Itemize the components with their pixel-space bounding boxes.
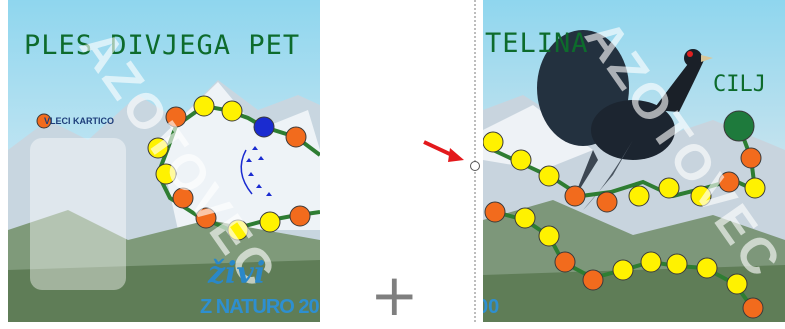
board-space-yellow <box>640 251 662 273</box>
board-space-orange <box>718 171 740 193</box>
board-space-yellow <box>483 131 504 153</box>
snow-peak <box>158 82 320 230</box>
right-board-panel[interactable]: TELINA CILJ AZOTOVEC 00 <box>483 0 785 322</box>
brand-text: Z NATURO 20 <box>200 296 320 318</box>
board-title: TELINA <box>485 28 589 59</box>
board-space-orange <box>285 126 307 148</box>
brand-text: 00 <box>483 296 500 318</box>
board-space-orange <box>740 147 762 169</box>
board-space-yellow <box>538 165 560 187</box>
board-space-yellow <box>690 185 712 207</box>
board-space-yellow <box>259 211 281 233</box>
footprint-curve <box>240 149 253 195</box>
board-space-yellow <box>155 163 177 185</box>
goal-label: CILJ <box>713 72 766 97</box>
board-space-yellow <box>538 225 560 247</box>
board-space-orange <box>195 207 217 229</box>
board-space-orange <box>554 251 576 273</box>
forest-foreground <box>483 265 785 322</box>
board-space-blue <box>253 116 275 138</box>
capercaillie-bird-illustration <box>537 30 713 210</box>
board-space-orange <box>742 297 764 319</box>
snow-peak <box>483 105 593 170</box>
board-space-yellow <box>726 273 748 295</box>
forest-foreground <box>8 260 320 322</box>
board-space-yellow <box>658 177 680 199</box>
footprint-trail-icon <box>246 146 272 196</box>
board-space-orange <box>172 187 194 209</box>
board-space-yellow <box>744 177 766 199</box>
board-space-yellow <box>147 137 169 159</box>
board-space-yellow <box>666 253 688 275</box>
right-board-art <box>483 0 785 322</box>
board-space-orange <box>596 191 618 213</box>
divider-handle-icon[interactable] <box>470 161 480 171</box>
goal-space <box>723 110 755 142</box>
board-space-orange <box>165 106 187 128</box>
draw-card-label: VLECI KARTICO <box>44 116 115 126</box>
board-space-yellow <box>193 95 215 117</box>
board-space-orange <box>484 201 506 223</box>
left-board-art <box>8 0 320 322</box>
board-space-yellow <box>612 259 634 281</box>
left-board-panel[interactable]: PLES DIVJEGA PET VLECI KARTICO AZOTOVEC … <box>8 0 320 322</box>
board-space-yellow <box>227 219 249 241</box>
board-space-orange <box>289 205 311 227</box>
board-space-yellow <box>514 207 536 229</box>
board-space-yellow <box>696 257 718 279</box>
brand-script: živi <box>208 256 266 291</box>
plus-icon: + <box>370 261 419 329</box>
legend-orange-space <box>36 113 52 129</box>
card-placeholder[interactable] <box>30 138 126 290</box>
board-space-yellow <box>510 149 532 171</box>
board-title: PLES DIVJEGA PET <box>24 30 301 61</box>
board-space-orange <box>582 269 604 291</box>
board-space-orange <box>564 185 586 207</box>
board-space-yellow <box>628 185 650 207</box>
board-space-yellow <box>221 100 243 122</box>
red-arrow-icon <box>423 140 464 162</box>
